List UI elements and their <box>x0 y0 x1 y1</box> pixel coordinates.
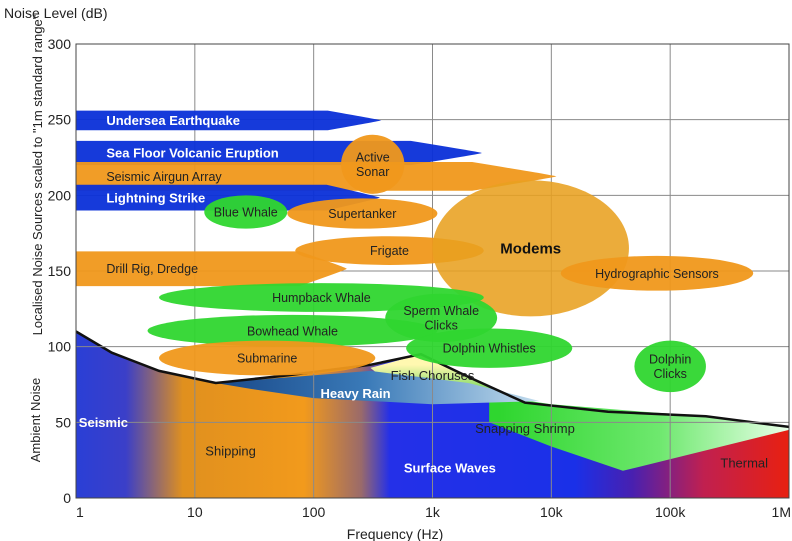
heavy-rain-band <box>215 370 540 405</box>
ambient-label-seismic: Seismic <box>79 415 128 430</box>
x-tick-label-10k: 10k <box>540 504 564 520</box>
x-tick-label-10: 10 <box>187 504 203 520</box>
source-supertanker: Supertanker <box>287 198 438 229</box>
y-tick-label-50: 50 <box>55 414 71 430</box>
source-label-sperm-whale-clicks: Sperm Whale Clicks <box>403 304 479 332</box>
ambient-label-thermal: Thermal <box>720 456 768 471</box>
y-tick-label-100: 100 <box>48 339 72 355</box>
source-shape-active-sonar <box>341 134 405 194</box>
y-axis-label-upper: Localised Noise Sources scaled to "1m st… <box>30 14 45 335</box>
source-label-humpback-whale: Humpback Whale <box>272 291 371 305</box>
x-axis-label: Frequency (Hz) <box>347 526 443 541</box>
source-label-lightning-strike: Lightning Strike <box>106 190 205 205</box>
source-drill-rig-dredge: Drill Rig, Dredge <box>76 251 347 287</box>
x-tick-label-100k: 100k <box>655 504 686 520</box>
ambient-label-heavy-rain: Heavy Rain <box>320 386 390 401</box>
source-dolphin-clicks: Dolphin Clicks <box>634 340 706 393</box>
source-label-dolphin-whistles: Dolphin Whistles <box>443 342 536 356</box>
plot-frame <box>75 43 790 499</box>
source-label-undersea-earthquake: Undersea Earthquake <box>106 113 240 128</box>
source-label-supertanker: Supertanker <box>328 207 396 221</box>
axes-layer: 1 10 100 1k 10k 100k 1M 0 50 100 150 200 250 300 <box>48 36 791 520</box>
source-seismic-airgun-array: Seismic Airgun Array <box>76 162 557 191</box>
source-shape-drill-rig-dredge <box>76 251 347 287</box>
source-blue-whale: Blue Whale <box>204 195 288 229</box>
x-tick-label-100: 100 <box>302 504 326 520</box>
ambient-label-shipping: Shipping <box>205 444 256 459</box>
source-shape-dolphin-whistles <box>406 328 573 368</box>
ambient-label-snapping-shrimp: Snapping Shrimp <box>475 421 575 436</box>
y-tick-label-250: 250 <box>48 112 72 128</box>
source-undersea-earthquake: Undersea Earthquake <box>76 110 382 131</box>
source-label-seismic-airgun-array: Seismic Airgun Array <box>106 170 222 184</box>
x-tick-label-1: 1 <box>76 504 84 520</box>
source-shape-bowhead-whale <box>147 314 438 347</box>
y-axis-label-lower: Ambient Noise <box>28 378 43 463</box>
source-shape-blue-whale <box>204 195 288 229</box>
source-sea-floor-volcanic-eruption: Sea Floor Volcanic Eruption <box>76 140 482 166</box>
source-label-active-sonar: Active Sonar <box>356 151 390 179</box>
source-shape-supertanker <box>287 198 438 229</box>
source-shape-submarine <box>159 340 376 376</box>
source-shape-undersea-earthquake <box>76 110 382 131</box>
y-tick-label-150: 150 <box>48 263 72 279</box>
chart-title: Noise Level (dB) <box>4 5 108 21</box>
source-label-blue-whale: Blue Whale <box>214 205 278 219</box>
source-shape-hydrographic-sensors <box>560 255 754 291</box>
noise-sources-layer: Undersea Earthquake Sea Floor Volcanic Er… <box>76 110 754 393</box>
ambient-label-fish-choruses: Fish Choruses <box>391 368 475 383</box>
source-label-drill-rig-dredge: Drill Rig, Dredge <box>106 262 198 276</box>
source-dolphin-whistles: Dolphin Whistles <box>406 328 573 368</box>
source-label-frigate: Frigate <box>370 244 409 258</box>
source-submarine: Submarine <box>159 340 376 376</box>
source-active-sonar: Active Sonar <box>341 134 405 194</box>
source-label-submarine: Submarine <box>237 352 297 366</box>
snapping-shrimp-band <box>489 395 789 471</box>
source-label-sea-floor-volcanic-eruption: Sea Floor Volcanic Eruption <box>106 146 278 161</box>
source-label-modems: Modems <box>500 241 561 258</box>
x-tick-label-1m: 1M <box>772 504 791 520</box>
source-label-hydrographic-sensors: Hydrographic Sensors <box>595 267 719 281</box>
source-label-bowhead-whale: Bowhead Whale <box>247 324 338 338</box>
y-tick-label-0: 0 <box>63 490 71 506</box>
source-shape-seismic-airgun-array <box>76 162 557 191</box>
y-tick-label-300: 300 <box>48 36 72 52</box>
source-bowhead-whale: Bowhead Whale <box>147 314 438 347</box>
ambient-boundary-line <box>76 330 789 429</box>
source-label-dolphin-clicks: Dolphin Clicks <box>649 353 691 381</box>
y-tick-label-200: 200 <box>48 187 72 203</box>
x-tick-label-1k: 1k <box>425 504 441 520</box>
ambient-label-surface-waves: Surface Waves <box>404 460 496 475</box>
source-hydrographic-sensors: Hydrographic Sensors <box>560 255 754 291</box>
ambient-labels-layer: Seismic Shipping Surface Waves Thermal Snapp… <box>79 368 768 475</box>
source-shape-dolphin-clicks <box>634 340 706 393</box>
